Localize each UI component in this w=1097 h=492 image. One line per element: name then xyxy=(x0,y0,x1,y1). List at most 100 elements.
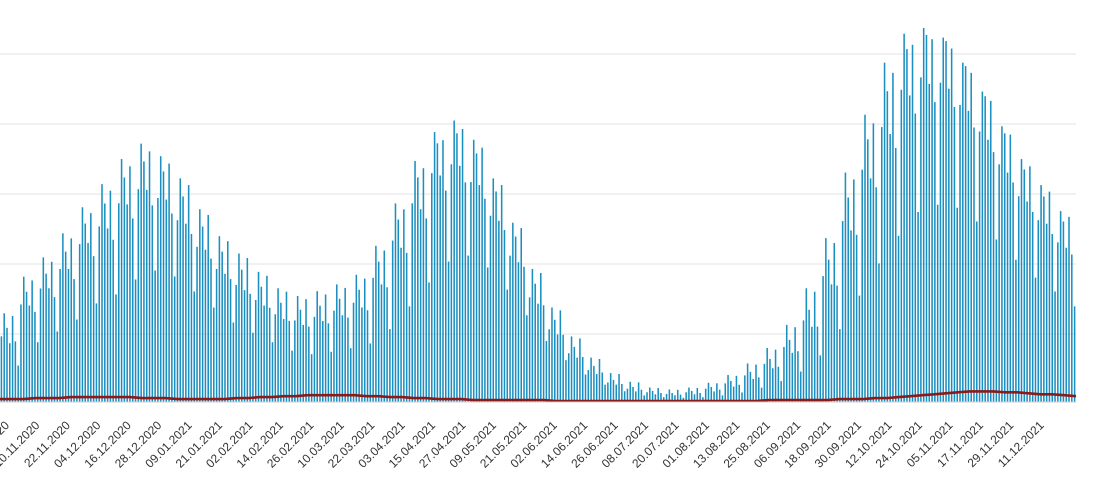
bar xyxy=(967,110,970,403)
bar xyxy=(922,27,925,402)
bar xyxy=(998,164,1000,402)
bar xyxy=(601,372,604,402)
bar xyxy=(64,251,67,402)
bar xyxy=(207,214,209,402)
bar xyxy=(816,326,819,402)
bar xyxy=(758,377,760,402)
bar xyxy=(811,326,813,402)
bar xyxy=(285,291,288,402)
bar xyxy=(1045,223,1048,402)
bar xyxy=(252,332,254,402)
bar xyxy=(755,364,757,402)
bar xyxy=(400,247,402,402)
bar xyxy=(794,327,796,402)
bar xyxy=(157,198,159,402)
bar xyxy=(886,91,889,403)
bar xyxy=(171,213,173,402)
bar xyxy=(162,171,165,402)
bar xyxy=(738,384,740,402)
bar xyxy=(869,178,872,402)
bar xyxy=(238,253,240,402)
bar xyxy=(81,207,84,402)
bar xyxy=(523,266,525,402)
bar xyxy=(690,390,693,402)
bar xyxy=(822,276,824,402)
bar xyxy=(590,357,592,402)
bar xyxy=(498,220,500,402)
bar xyxy=(48,288,50,402)
bar xyxy=(727,375,729,402)
bar xyxy=(294,320,296,402)
bar xyxy=(721,395,724,402)
bar xyxy=(445,190,447,402)
bar xyxy=(830,284,833,402)
bar xyxy=(551,307,553,402)
bar xyxy=(1071,254,1073,402)
bar xyxy=(657,387,659,402)
bar xyxy=(978,131,981,402)
bar xyxy=(579,338,581,402)
bar xyxy=(361,307,363,402)
bar xyxy=(540,272,542,402)
bar xyxy=(537,303,539,402)
bar xyxy=(296,295,299,402)
bar xyxy=(151,205,154,402)
bar xyxy=(730,380,732,402)
bar xyxy=(386,287,388,402)
bar xyxy=(363,278,366,402)
bar xyxy=(271,342,274,402)
bar xyxy=(746,363,749,402)
bar xyxy=(42,257,45,402)
bar xyxy=(836,285,838,402)
bar xyxy=(436,143,439,402)
bar xyxy=(90,213,92,402)
bar xyxy=(643,395,645,402)
bar xyxy=(305,299,307,402)
bar xyxy=(565,360,567,402)
bar xyxy=(193,291,196,402)
bar xyxy=(215,268,218,402)
bar xyxy=(442,140,444,402)
bar xyxy=(299,309,302,402)
bar xyxy=(1031,211,1034,402)
bar xyxy=(263,305,265,402)
bar xyxy=(470,182,472,402)
bar xyxy=(595,374,598,402)
bar xyxy=(917,211,919,402)
bar xyxy=(1054,291,1056,402)
bar xyxy=(173,276,176,402)
bar xyxy=(693,394,696,402)
bar xyxy=(50,261,53,402)
bar xyxy=(31,280,33,402)
bar xyxy=(159,156,162,402)
bar xyxy=(855,234,858,402)
bar xyxy=(931,39,933,402)
bar xyxy=(53,297,56,402)
bar xyxy=(785,324,788,402)
bar xyxy=(872,123,875,402)
bar xyxy=(433,132,436,402)
bar xyxy=(718,389,721,402)
bar xyxy=(118,203,120,402)
bar xyxy=(95,303,98,402)
bar xyxy=(336,284,338,402)
bar xyxy=(313,316,316,402)
bar xyxy=(892,72,894,402)
bar xyxy=(928,83,931,402)
bar xyxy=(509,255,511,402)
bar xyxy=(663,397,665,402)
bar xyxy=(1009,134,1012,402)
bar xyxy=(282,319,285,402)
bar xyxy=(458,165,461,402)
bar xyxy=(104,203,106,402)
bar xyxy=(825,238,827,402)
bar xyxy=(749,371,752,402)
bar xyxy=(25,291,28,402)
bar xyxy=(148,151,151,402)
bar xyxy=(925,35,928,403)
bar xyxy=(635,391,637,402)
bar xyxy=(213,307,215,402)
bar xyxy=(34,311,36,402)
bar xyxy=(229,279,232,402)
